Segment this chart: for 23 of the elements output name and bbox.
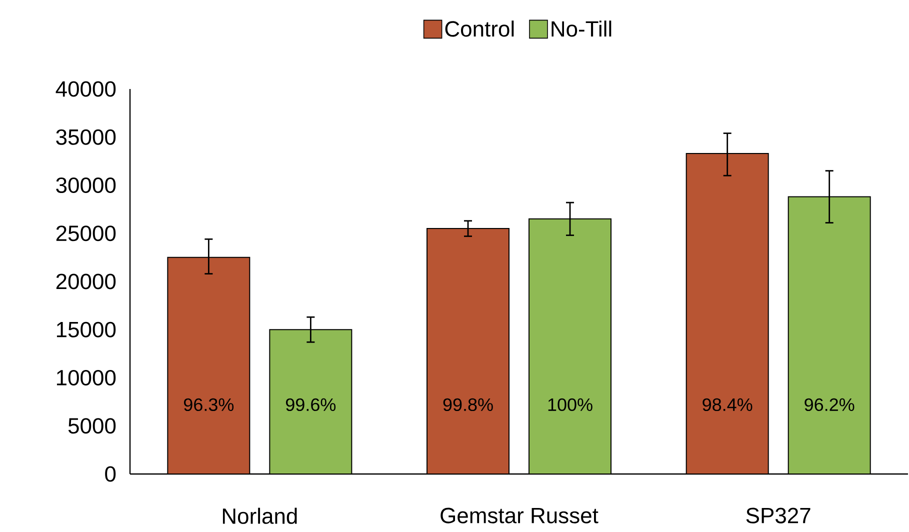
legend-label: Control bbox=[445, 20, 514, 37]
legend-label: No-Till bbox=[552, 20, 612, 37]
bar bbox=[686, 152, 769, 474]
annotation: 98.4% bbox=[702, 398, 752, 412]
y-tick-label: 5000 bbox=[68, 418, 116, 434]
annotation: 99.8% bbox=[443, 398, 493, 412]
annotation: 96.3% bbox=[184, 398, 234, 412]
annotation: 96.2% bbox=[804, 398, 854, 412]
x-tick-label: SP327 bbox=[746, 508, 810, 524]
annotation: 100% bbox=[548, 398, 592, 412]
annotation: 99.6% bbox=[286, 398, 336, 412]
y-tick-label: 0 bbox=[105, 466, 116, 482]
bar bbox=[167, 256, 250, 474]
x-tick-label: Gemstar Russet bbox=[440, 508, 598, 524]
y-tick-label: 25000 bbox=[56, 226, 116, 242]
bar bbox=[426, 228, 510, 474]
y-tick-label: 15000 bbox=[56, 322, 116, 338]
y-tick-label: 20000 bbox=[56, 274, 116, 290]
x-tick-label: Norland bbox=[222, 508, 297, 524]
y-tick-label: 40000 bbox=[56, 81, 116, 97]
y-tick-label: 35000 bbox=[56, 129, 116, 145]
y-tick-label: 10000 bbox=[56, 370, 116, 386]
y-tick-label: 30000 bbox=[56, 177, 116, 194]
